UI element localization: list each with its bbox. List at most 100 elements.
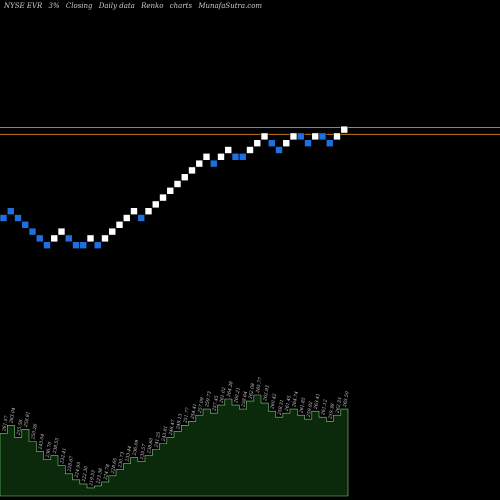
brick-up xyxy=(224,146,233,154)
volume-label: 222.30 xyxy=(81,466,90,484)
resistance-lines xyxy=(0,127,500,135)
brick-down xyxy=(304,139,312,147)
brick-up xyxy=(130,207,138,215)
volume-label: 260.42 xyxy=(269,393,278,411)
renko-label: Renko xyxy=(141,2,164,10)
volume-label: 228.67 xyxy=(66,455,75,473)
brick-up xyxy=(57,227,66,236)
volume-label: 223.38 xyxy=(95,468,104,486)
volume-label: 230.73 xyxy=(117,451,126,469)
volume-label: 261.12 xyxy=(320,399,329,417)
brick-up xyxy=(159,193,167,202)
volume-label: 263.04 xyxy=(8,407,17,425)
brick-down xyxy=(43,241,51,249)
volume-label: 238.60 xyxy=(146,437,155,455)
brick-up xyxy=(340,125,349,134)
volume-label: 259.92 xyxy=(305,401,314,419)
brick-up xyxy=(108,227,117,236)
volume-label: 249.13 xyxy=(175,413,184,431)
volume-label: 236.09 xyxy=(131,439,140,457)
volume-label: 265.50 xyxy=(342,391,351,409)
brick-up xyxy=(144,207,153,215)
brick-down xyxy=(318,132,327,141)
volume-label: 259.38 xyxy=(327,403,336,421)
brick-up xyxy=(333,132,341,141)
volume-label: 241.25 xyxy=(153,431,162,449)
renko-bricks xyxy=(0,125,349,249)
brick-up xyxy=(260,132,269,141)
brick-down xyxy=(14,214,22,222)
brick-down xyxy=(0,214,8,222)
brick-up xyxy=(195,159,204,168)
volume-label: 232.41 xyxy=(59,447,68,465)
brick-up xyxy=(173,180,182,188)
volume-label: 243.81 xyxy=(160,425,169,443)
volume-label: 265.77 xyxy=(255,377,264,395)
change-label: 3% xyxy=(48,2,60,10)
volume-label: 257.45 xyxy=(211,395,220,413)
volume-label: 246.47 xyxy=(168,419,177,437)
brick-up xyxy=(217,153,225,161)
brick-up xyxy=(289,132,298,141)
volume-label: 261.85 xyxy=(298,397,307,415)
site-label: MunafaSutra.com xyxy=(198,2,263,10)
brick-up xyxy=(166,187,175,195)
brick-up xyxy=(151,200,160,209)
brick-up xyxy=(122,214,131,222)
volume-label: 262.08 xyxy=(247,383,256,401)
brick-down xyxy=(231,153,240,161)
brick-up xyxy=(86,234,95,243)
volume-label: 258.81 xyxy=(23,411,32,429)
chart-header: NYSE EVR 3% Closing Daily data Renko cha… xyxy=(4,2,266,10)
volume-fill xyxy=(0,394,349,497)
brick-up xyxy=(311,132,320,141)
brick-up xyxy=(180,173,189,181)
volume-label: 255.58 xyxy=(15,419,24,437)
volume-label: 261.45 xyxy=(284,395,293,413)
volume-label: 259.73 xyxy=(204,391,213,409)
volume-label: 233.44 xyxy=(124,445,133,463)
volume-label: 236.70 xyxy=(44,441,53,459)
volume-label: 224.93 xyxy=(73,461,82,479)
volume-label: 243.04 xyxy=(37,433,46,451)
brick-down xyxy=(35,234,44,243)
brick-down xyxy=(296,132,305,141)
brick-down xyxy=(93,241,102,249)
symbol-label: NYSE EVR xyxy=(4,2,43,10)
brick-down xyxy=(275,146,283,154)
brick-down xyxy=(72,241,80,249)
volume-label: 264.38 xyxy=(226,381,235,399)
volume-label: 261.57 xyxy=(1,415,10,433)
volume-label: 228.65 xyxy=(110,457,119,475)
brick-up xyxy=(101,234,109,243)
volume-label: 263.41 xyxy=(313,393,322,411)
brick-down xyxy=(6,207,15,215)
charts-label: charts xyxy=(169,2,193,10)
volume-label: 261.02 xyxy=(218,387,227,405)
volume-area xyxy=(0,394,349,497)
closing-label: Closing xyxy=(65,2,93,10)
volume-label: 251.77 xyxy=(182,407,191,425)
volume-label: 224.78 xyxy=(102,464,111,482)
brick-down xyxy=(325,139,334,147)
brick-up xyxy=(282,139,291,147)
volume-label: 258.64 xyxy=(240,391,249,409)
volume-label: 262.93 xyxy=(262,385,271,403)
brick-down xyxy=(64,234,73,243)
brick-up xyxy=(50,234,59,243)
brick-down xyxy=(21,221,30,229)
volume-label: 257.09 xyxy=(197,397,206,415)
brick-up xyxy=(202,153,211,161)
brick-down xyxy=(79,241,88,249)
brick-up xyxy=(188,166,196,175)
brick-down xyxy=(238,153,247,161)
brick-down xyxy=(28,227,37,236)
brick-down xyxy=(267,139,276,147)
brick-down xyxy=(137,214,146,222)
volume-label: 260.21 xyxy=(233,387,242,405)
volume-label: 219.53 xyxy=(88,470,97,488)
brick-up xyxy=(246,146,254,154)
volume-label: 262.33 xyxy=(334,397,343,415)
volume-label: 250.26 xyxy=(30,423,39,441)
